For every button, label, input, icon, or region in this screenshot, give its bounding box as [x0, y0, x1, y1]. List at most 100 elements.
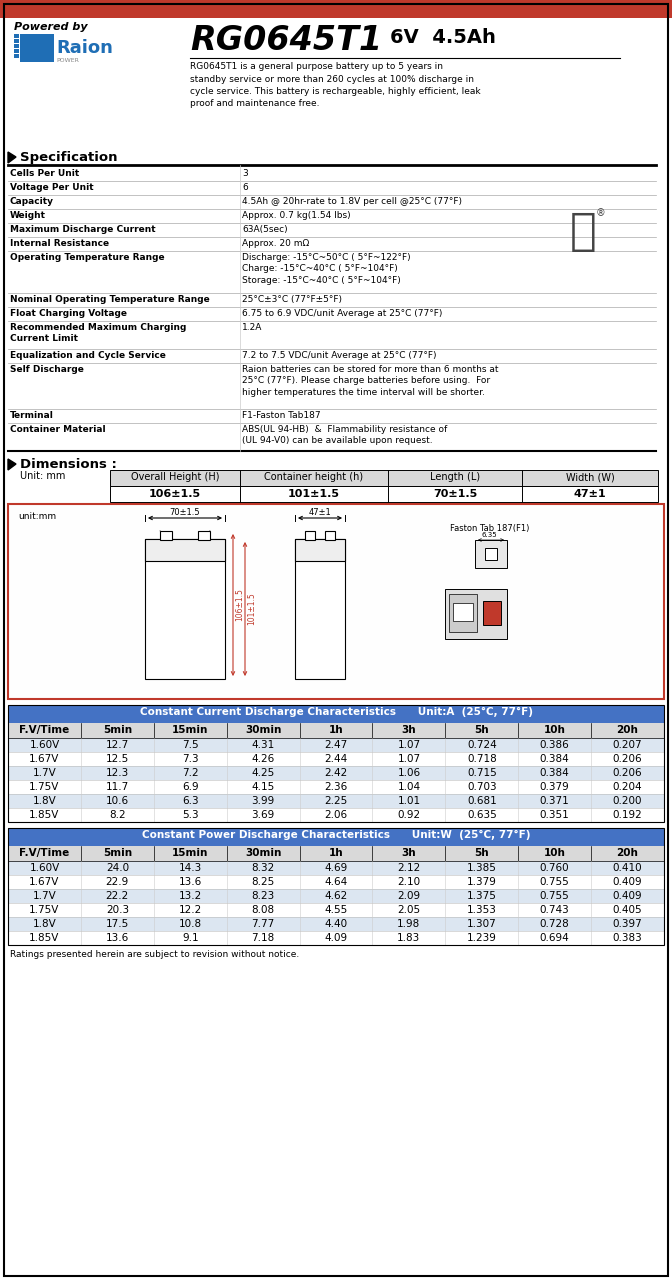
Text: 5h: 5h — [474, 724, 489, 735]
Text: 20h: 20h — [617, 847, 638, 858]
Text: 1.98: 1.98 — [397, 919, 421, 929]
Text: 1.07: 1.07 — [397, 740, 421, 750]
Text: 1.379: 1.379 — [467, 877, 497, 887]
Bar — [445, 589, 507, 639]
Bar — [14, 49, 19, 52]
Text: 3h: 3h — [402, 724, 416, 735]
Text: 1.7V: 1.7V — [32, 768, 56, 778]
Text: 15min: 15min — [172, 847, 208, 858]
Text: 0.397: 0.397 — [613, 919, 642, 929]
Text: 0.92: 0.92 — [397, 810, 421, 820]
Text: 4.15: 4.15 — [251, 782, 275, 792]
Bar — [8, 828, 664, 846]
Text: Dimensions :: Dimensions : — [20, 458, 117, 471]
Bar — [0, 0, 672, 18]
Text: Recommended Maximum Charging
Current Limit: Recommended Maximum Charging Current Lim… — [10, 323, 186, 343]
Text: 6V  4.5Ah: 6V 4.5Ah — [390, 28, 496, 47]
Text: Raion batteries can be stored for more than 6 months at
25°C (77°F). Please char: Raion batteries can be stored for more t… — [242, 365, 499, 397]
Text: unit:mm: unit:mm — [18, 512, 56, 521]
Text: Capacity: Capacity — [10, 197, 54, 206]
Bar — [14, 38, 19, 44]
Bar — [110, 486, 658, 502]
Text: 0.409: 0.409 — [613, 891, 642, 901]
Text: 5min: 5min — [103, 724, 132, 735]
Text: 1.83: 1.83 — [397, 933, 421, 943]
Text: Approx. 0.7 kg(1.54 lbs): Approx. 0.7 kg(1.54 lbs) — [242, 211, 351, 220]
Bar — [8, 876, 664, 890]
Text: Raion: Raion — [56, 38, 113, 58]
Text: 0.206: 0.206 — [613, 768, 642, 778]
Bar — [14, 35, 19, 38]
Text: 13.6: 13.6 — [179, 877, 202, 887]
Text: 1.07: 1.07 — [397, 754, 421, 764]
Text: 101±1.5: 101±1.5 — [247, 593, 256, 626]
Bar — [8, 794, 664, 808]
Text: 30min: 30min — [245, 724, 282, 735]
Bar — [14, 54, 19, 58]
Text: 1.01: 1.01 — [397, 796, 421, 806]
Text: 0.206: 0.206 — [613, 754, 642, 764]
Bar — [8, 765, 664, 780]
Text: 5h: 5h — [474, 847, 489, 858]
Bar — [295, 539, 345, 561]
Text: Voltage Per Unit: Voltage Per Unit — [10, 183, 93, 192]
Text: 10h: 10h — [544, 847, 566, 858]
Text: Weight: Weight — [10, 211, 46, 220]
Text: 20.3: 20.3 — [106, 905, 129, 915]
Text: Powered by: Powered by — [14, 22, 87, 32]
Text: Constant Power Discharge Characteristics      Unit:W  (25°C, 77°F): Constant Power Discharge Characteristics… — [142, 829, 530, 840]
Text: 1.375: 1.375 — [467, 891, 497, 901]
Text: 10.6: 10.6 — [106, 796, 129, 806]
Text: 1.307: 1.307 — [467, 919, 497, 929]
Text: 70±1.5: 70±1.5 — [433, 489, 477, 499]
Text: 1.67V: 1.67V — [30, 754, 60, 764]
Bar — [475, 540, 507, 568]
Text: Float Charging Voltage: Float Charging Voltage — [10, 308, 127, 317]
Text: 2.25: 2.25 — [325, 796, 347, 806]
Bar — [485, 548, 497, 561]
Text: Maximum Discharge Current: Maximum Discharge Current — [10, 225, 156, 234]
Bar — [8, 808, 664, 822]
Text: 0.760: 0.760 — [540, 863, 569, 873]
Text: 8.23: 8.23 — [251, 891, 275, 901]
Text: 25°C±3°C (77°F±5°F): 25°C±3°C (77°F±5°F) — [242, 294, 342, 303]
Text: 9.1: 9.1 — [182, 933, 198, 943]
Text: 4.25: 4.25 — [251, 768, 275, 778]
Text: 0.384: 0.384 — [540, 754, 570, 764]
Text: 1.385: 1.385 — [467, 863, 497, 873]
Text: 0.371: 0.371 — [540, 796, 570, 806]
Text: 3h: 3h — [402, 847, 416, 858]
Text: 12.3: 12.3 — [106, 768, 129, 778]
Text: 0.743: 0.743 — [540, 905, 570, 915]
Text: 10h: 10h — [544, 724, 566, 735]
Text: 2.36: 2.36 — [325, 782, 347, 792]
Text: 8.25: 8.25 — [251, 877, 275, 887]
Text: 0.386: 0.386 — [540, 740, 570, 750]
Text: 2.06: 2.06 — [325, 810, 347, 820]
Text: 1.04: 1.04 — [397, 782, 421, 792]
Text: 4.69: 4.69 — [325, 863, 347, 873]
Bar — [325, 531, 335, 540]
Text: Unit: mm: Unit: mm — [20, 471, 65, 481]
Text: 1.2A: 1.2A — [242, 323, 262, 332]
Text: Ratings presented herein are subject to revision without notice.: Ratings presented herein are subject to … — [10, 950, 299, 959]
Text: 0.383: 0.383 — [613, 933, 642, 943]
Text: 2.10: 2.10 — [397, 877, 421, 887]
Text: F.V/Time: F.V/Time — [19, 724, 70, 735]
Text: 0.728: 0.728 — [540, 919, 570, 929]
Text: 3.69: 3.69 — [251, 810, 275, 820]
Text: 0.755: 0.755 — [540, 877, 570, 887]
Text: 2.09: 2.09 — [397, 891, 421, 901]
Text: 1.60V: 1.60V — [30, 863, 60, 873]
Text: 22.2: 22.2 — [106, 891, 129, 901]
Text: 11.7: 11.7 — [106, 782, 129, 792]
Text: Constant Current Discharge Characteristics      Unit:A  (25°C, 77°F): Constant Current Discharge Characteristi… — [140, 707, 532, 717]
Text: 12.2: 12.2 — [179, 905, 202, 915]
Text: 2.44: 2.44 — [325, 754, 347, 764]
Text: 1.85V: 1.85V — [30, 933, 60, 943]
Bar — [453, 603, 473, 621]
Text: 1.8V: 1.8V — [32, 919, 56, 929]
Text: 0.200: 0.200 — [613, 796, 642, 806]
Text: 6.35: 6.35 — [481, 532, 497, 538]
Bar — [160, 531, 172, 540]
